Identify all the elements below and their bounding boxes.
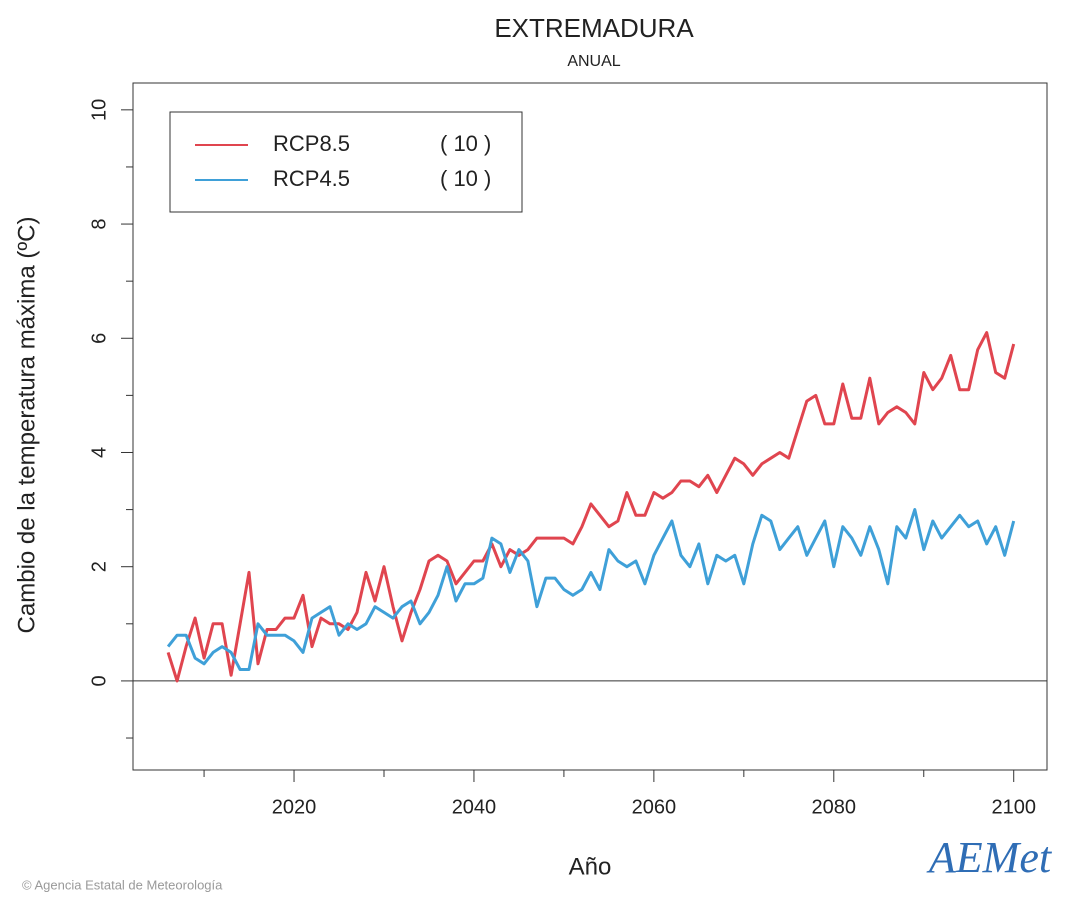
legend-label: RCP4.5 [273,166,350,191]
x-tick-label: 2040 [452,796,497,818]
logo: AEMet [926,833,1053,882]
chart-subtitle: ANUAL [567,53,620,70]
legend-count: ( 10 ) [440,131,491,156]
y-tick-label: 10 [88,99,110,121]
legend-count: ( 10 ) [440,166,491,191]
x-tick-label: 2080 [812,796,857,818]
y-axis-label: Cambio de la temperatura máxima (ºC) [13,217,40,634]
series-line [166,331,1016,683]
x-tick-label: 2060 [632,796,677,818]
y-tick-label: 8 [88,218,110,229]
y-tick-label: 6 [88,333,110,344]
footer: © Agencia Estatal de Meteorología [22,877,223,892]
legend-box [169,111,523,213]
x-axis-label: Año [569,853,612,880]
x-tick-label: 2020 [272,796,317,818]
legend-label: RCP8.5 [273,131,350,156]
x-tick-label: 2100 [991,796,1036,818]
plot-frame [132,82,1048,771]
y-tick-label: 2 [88,561,110,572]
y-tick-label: 4 [88,447,110,458]
y-tick-label: 0 [88,675,110,686]
series-line [166,508,1016,671]
chart-title: EXTREMADURA [494,13,694,43]
